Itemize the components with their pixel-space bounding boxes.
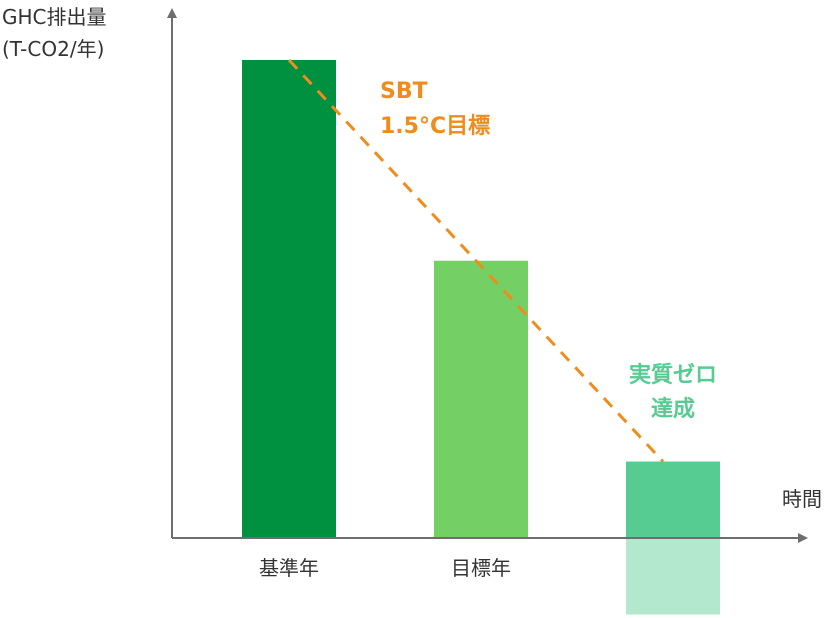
net-zero-annotation-line2: 達成: [651, 396, 695, 422]
bars-group: [242, 60, 720, 615]
bar-net-zero-year: [626, 461, 720, 538]
bar-net-zero-offset: [626, 538, 720, 615]
sbt-target-line: [287, 58, 665, 463]
category-label-baseline-year: 基準年: [259, 556, 319, 580]
sbt-annotation-line2: 1.5°C目標: [380, 114, 490, 139]
bar-target-year: [434, 260, 528, 538]
category-label-target-year: 目標年: [451, 556, 511, 580]
bar-baseline-year: [242, 60, 336, 538]
y-axis-label-line1: GHC排出量: [2, 5, 107, 29]
y-axis-label-line2: (T-CO2/年): [2, 37, 104, 61]
x-axis-label: 時間: [782, 487, 822, 511]
sbt-annotation-line1: SBT: [380, 79, 428, 104]
net-zero-annotation-line1: 実質ゼロ: [629, 362, 717, 388]
